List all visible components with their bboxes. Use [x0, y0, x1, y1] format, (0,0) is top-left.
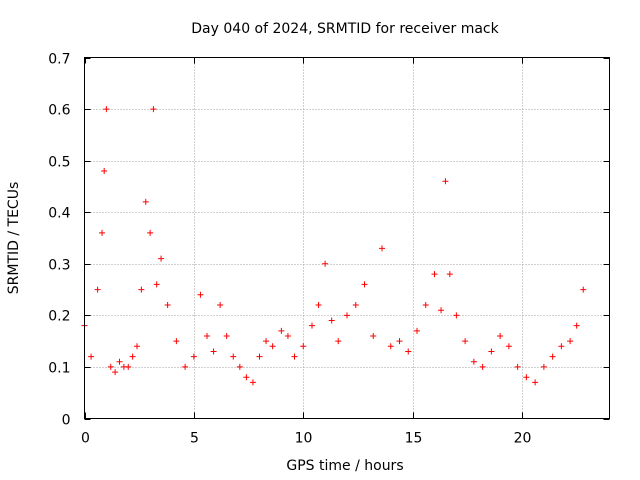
data-point	[230, 353, 237, 360]
data-point	[497, 332, 504, 339]
data-point	[322, 260, 329, 267]
data-point	[370, 332, 377, 339]
data-point	[158, 255, 165, 262]
data-point	[379, 245, 385, 252]
data-point	[263, 338, 270, 345]
data-point	[236, 363, 243, 370]
data-point	[164, 302, 171, 309]
data-point	[335, 338, 342, 345]
data-point	[153, 281, 160, 288]
data-point	[223, 332, 230, 339]
y-tick-label: 0.5	[48, 155, 70, 171]
y-tick-label: 0.2	[48, 309, 70, 325]
data-point	[284, 332, 291, 339]
data-point	[361, 281, 368, 288]
data-point	[446, 271, 453, 278]
chart-title: Day 040 of 2024, SRMTID for receiver mac…	[191, 21, 499, 37]
x-tick-label: 20	[514, 431, 532, 447]
data-point	[344, 312, 350, 319]
data-point	[300, 343, 307, 350]
y-tick-label: 0.6	[48, 103, 70, 119]
data-point	[138, 286, 145, 293]
data-point	[243, 374, 250, 381]
data-point	[112, 369, 119, 376]
data-point	[352, 302, 359, 309]
data-point	[488, 348, 495, 355]
data-point	[567, 338, 574, 345]
data-point	[580, 286, 587, 293]
data-point	[309, 322, 315, 329]
data-point	[470, 358, 477, 365]
y-tick-label: 0.4	[48, 206, 70, 222]
y-axis-label: SRMTID / TECUs	[6, 182, 22, 295]
data-point	[101, 167, 108, 174]
data-point	[505, 343, 512, 350]
data-point	[204, 332, 210, 339]
data-point	[532, 379, 539, 386]
data-point	[558, 343, 565, 350]
y-tick-label: 0	[62, 413, 71, 429]
grid-lines	[84, 57, 610, 419]
data-point	[210, 348, 217, 355]
y-axis: 0 0.1 0.2 0.3 0.4 0.5 0.6 0.7	[48, 52, 610, 429]
data-point	[442, 178, 449, 185]
data-point	[107, 363, 114, 370]
data-point	[125, 363, 132, 370]
data-point	[134, 343, 140, 350]
x-tick-label: 15	[405, 431, 423, 447]
data-point	[549, 353, 556, 360]
data-point	[514, 363, 521, 370]
data-point	[99, 229, 105, 236]
data-point	[453, 312, 460, 319]
y-tick-label: 0.1	[48, 361, 70, 377]
data-points	[81, 106, 587, 386]
data-point	[523, 374, 530, 381]
data-point	[405, 348, 412, 355]
data-point	[396, 338, 403, 345]
data-point	[94, 286, 101, 293]
data-point	[147, 229, 154, 236]
data-point	[182, 363, 189, 370]
data-point	[291, 353, 298, 360]
data-point	[150, 106, 157, 113]
data-point	[328, 317, 335, 324]
data-point	[256, 353, 263, 360]
data-point	[88, 353, 95, 360]
data-point	[249, 379, 256, 386]
data-point	[315, 302, 322, 309]
y-tick-label: 0.3	[48, 258, 70, 274]
data-point	[129, 353, 136, 360]
data-point	[414, 327, 420, 334]
data-point	[190, 353, 197, 360]
data-point	[142, 198, 149, 205]
data-point	[197, 291, 204, 298]
data-point	[116, 358, 123, 365]
x-axis: 0 5 10 15 20	[81, 57, 532, 447]
data-point	[540, 363, 547, 370]
data-point	[103, 106, 110, 113]
data-point	[217, 302, 224, 309]
data-point	[278, 327, 285, 334]
data-point	[479, 363, 486, 370]
data-point	[462, 338, 469, 345]
x-tick-label: 0	[81, 431, 90, 447]
data-point	[387, 343, 394, 350]
data-point	[438, 307, 445, 314]
data-point	[422, 302, 429, 309]
data-point	[173, 338, 180, 345]
data-point	[573, 322, 580, 329]
plot-frame	[84, 57, 610, 419]
data-point	[431, 271, 438, 278]
x-tick-label: 10	[295, 431, 313, 447]
x-tick-label: 5	[190, 431, 199, 447]
x-axis-label: GPS time / hours	[286, 458, 403, 474]
y-tick-label: 0.7	[48, 52, 70, 68]
data-point	[269, 343, 276, 350]
